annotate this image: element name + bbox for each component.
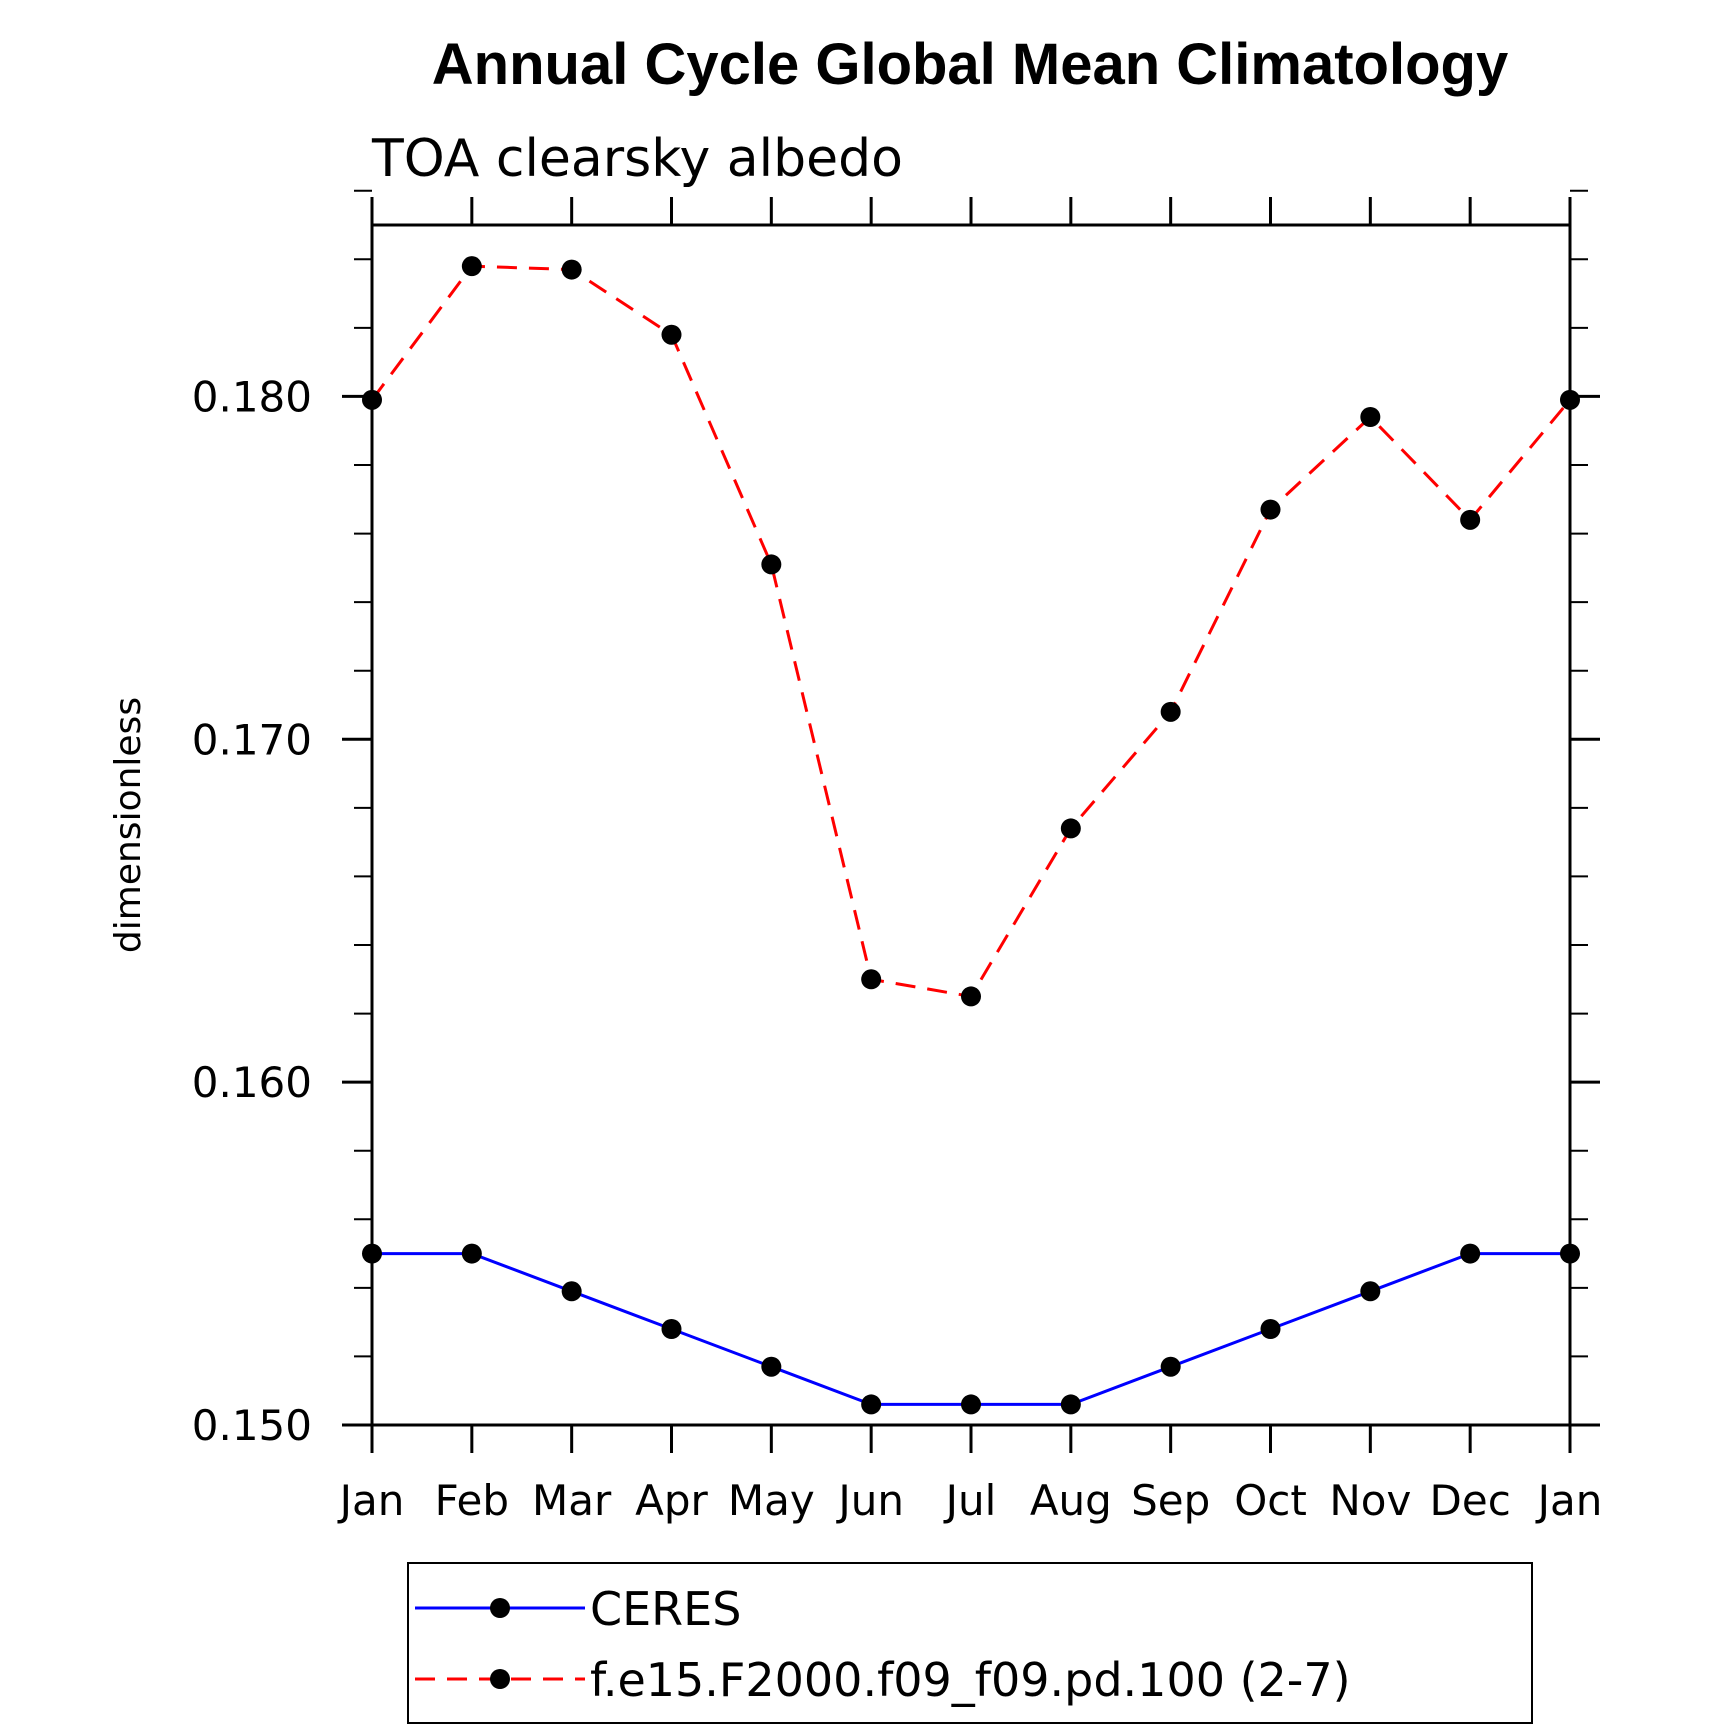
data-point [1160, 701, 1181, 722]
data-point [561, 1281, 582, 1302]
plot-frame [370, 223, 1572, 1427]
x-tick-label: Mar [532, 1476, 612, 1525]
x-tick-label: Sep [1131, 1476, 1210, 1525]
data-point [661, 324, 682, 345]
data-point [1360, 407, 1381, 427]
series-line-1 [370, 264, 1572, 999]
legend-label-model: f.e15.F2000.f09_f09.pd.100 (2-7) [590, 1653, 1351, 1707]
x-tick-label: Jan [1535, 1476, 1603, 1525]
data-point [1060, 1394, 1081, 1415]
data-point [1560, 1243, 1580, 1264]
data-point [362, 389, 382, 410]
data-point [561, 259, 582, 280]
x-tick-label: Nov [1329, 1476, 1411, 1525]
data-point [1260, 1319, 1281, 1339]
legend-label-ceres: CERES [590, 1582, 741, 1636]
legend: CERES f.e15.F2000.f09_f09.pd.100 (2-7) [407, 1562, 1533, 1724]
legend-marker-ceres [490, 1598, 510, 1618]
data-point [961, 986, 981, 1007]
plot-border [370, 223, 1572, 1427]
x-tick-label: Feb [435, 1476, 509, 1525]
data-point [761, 554, 782, 575]
series-layer [362, 256, 1580, 1415]
data-point [362, 1243, 382, 1264]
x-tick-label: Dec [1430, 1476, 1511, 1525]
y-tick-label: 0.160 [192, 1058, 312, 1107]
data-point [961, 1394, 981, 1415]
data-point [461, 256, 482, 277]
y-tick-label: 0.170 [192, 715, 312, 764]
y-axis-label: dimensionless [108, 697, 149, 953]
x-tick-label: Apr [635, 1476, 708, 1525]
y-tick-label: 0.180 [192, 372, 312, 421]
series-line-0 [372, 1252, 1570, 1406]
x-tick-label: Jan [337, 1476, 405, 1525]
data-point [1060, 818, 1081, 839]
data-point [1360, 1281, 1381, 1302]
y-axis-tick-labels: 0.150 0.160 0.170 0.180 [192, 372, 312, 1450]
chart-title: Annual Cycle Global Mean Climatology [432, 32, 1508, 97]
data-point [1560, 389, 1580, 410]
x-axis-ticks [370, 197, 1572, 1453]
data-point [1460, 1243, 1481, 1264]
data-point [1260, 499, 1281, 520]
legend-box [407, 1562, 1533, 1724]
legend-marker-model [490, 1669, 510, 1689]
x-axis-tick-labels: Jan Feb Mar Apr May Jun Jul Aug Sep Oct Nov Dec Jan [337, 1476, 1603, 1525]
x-tick-label: Aug [1030, 1476, 1112, 1525]
data-point [1160, 1356, 1181, 1377]
chart-subtitle: TOA clearsky albedo [371, 129, 903, 189]
x-tick-label: May [728, 1476, 815, 1525]
x-tick-label: Jul [943, 1476, 997, 1525]
data-point [761, 1356, 782, 1377]
data-point [861, 1394, 882, 1415]
y-axis-ticks [342, 189, 1600, 1427]
data-point [661, 1319, 682, 1339]
data-point [1460, 509, 1481, 530]
x-tick-label: Jun [835, 1476, 904, 1525]
y-tick-label: 0.150 [192, 1401, 312, 1450]
data-point [461, 1243, 482, 1264]
data-point [861, 969, 882, 990]
x-tick-label: Oct [1234, 1476, 1307, 1525]
